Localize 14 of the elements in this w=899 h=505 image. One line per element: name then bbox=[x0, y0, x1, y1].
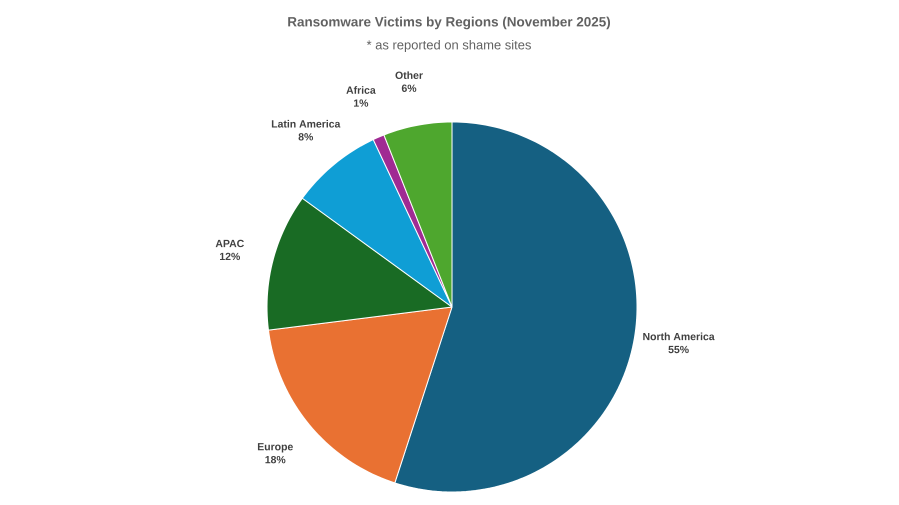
slice-label: Latin America bbox=[272, 120, 340, 128]
slice-label: APAC bbox=[216, 240, 244, 248]
data-label: 8% bbox=[298, 133, 314, 141]
chart-title: Ransomware Victims by Regions (November 2025) bbox=[288, 16, 610, 30]
slice-label: Africa bbox=[346, 86, 376, 94]
slice-label: North America bbox=[643, 332, 715, 340]
chart-subtitle: * as reported on shame sites bbox=[366, 40, 531, 52]
slice-label: Other bbox=[395, 71, 423, 80]
data-label: 18% bbox=[265, 456, 286, 464]
slice-label: Europe bbox=[258, 443, 293, 452]
data-label: 1% bbox=[354, 99, 368, 107]
data-label: 55% bbox=[668, 346, 689, 354]
data-label: 6% bbox=[402, 84, 416, 92]
data-label: 12% bbox=[220, 252, 240, 260]
